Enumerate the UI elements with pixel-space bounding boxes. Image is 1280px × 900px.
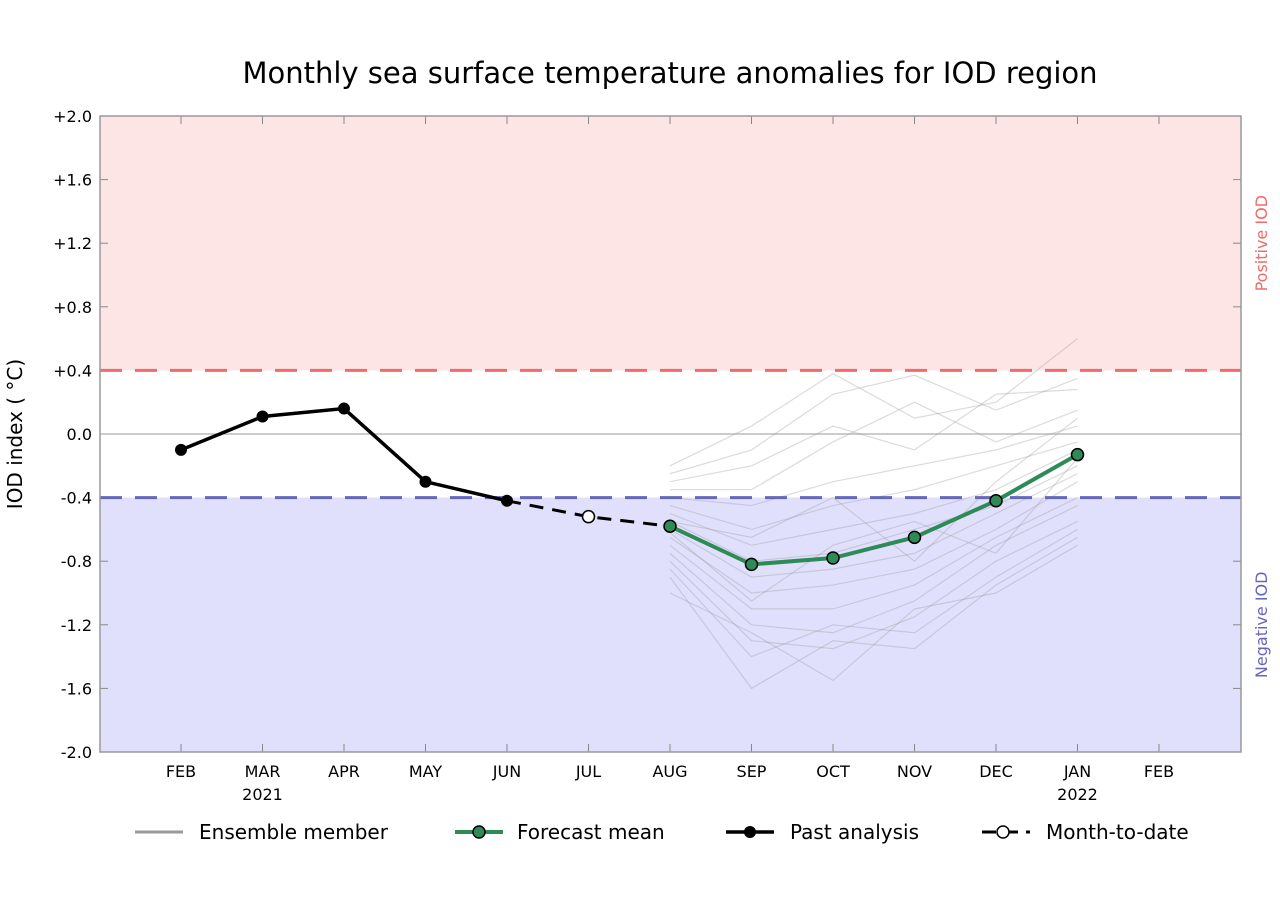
past-analysis-point xyxy=(419,475,432,488)
chart-title: Monthly sea surface temperature anomalie… xyxy=(242,56,1097,90)
forecast-mean-point xyxy=(1070,447,1085,462)
x-tick-label: JUN xyxy=(492,762,521,781)
past-analysis-point xyxy=(501,494,513,507)
x-tick-label: SEP xyxy=(737,762,767,781)
ensemble-member-line xyxy=(669,388,1078,483)
ensemble-member-line xyxy=(669,425,1078,507)
x-tick-label: FEB xyxy=(166,762,196,781)
ensemble-member-line xyxy=(669,505,1078,634)
legend-label-forecast: Forecast mean xyxy=(517,820,665,844)
ensemble-member-line xyxy=(670,401,1078,491)
x-year-label: 2021 xyxy=(242,785,283,804)
legend-label-past: Past analysis xyxy=(790,820,919,844)
negative-iod-label: Negative IOD xyxy=(1252,572,1271,679)
ensemble-member-line xyxy=(669,374,1078,475)
x-tick-label: MAR xyxy=(245,762,281,781)
forecast-mean-point xyxy=(989,494,1003,508)
y-tick-label: -1.6 xyxy=(61,679,92,698)
y-tick-label: +0.8 xyxy=(53,298,92,317)
past-analysis-point xyxy=(338,402,350,415)
y-tick-label: +0.4 xyxy=(53,361,92,380)
x-year-label: 2022 xyxy=(1057,785,1098,804)
past-analysis-point xyxy=(175,443,187,456)
month-to-date-line xyxy=(506,499,671,528)
y-tick-label: +1.2 xyxy=(53,234,92,253)
y-tick-label: -2.0 xyxy=(61,743,92,762)
legend-label-ensemble: Ensemble member xyxy=(199,820,389,844)
legend-label-mtd: Month-to-date xyxy=(1046,820,1189,844)
forecast-mean-point xyxy=(907,530,922,545)
x-tick-label: APR xyxy=(328,762,360,781)
y-axis-label: IOD index ( °C) xyxy=(3,359,27,509)
y-tick-label: +2.0 xyxy=(53,107,92,126)
x-tick-label: OCT xyxy=(816,762,850,781)
past-analysis-line xyxy=(180,406,508,503)
x-tick-label: DEC xyxy=(979,762,1013,781)
forecast-mean-line xyxy=(669,452,1079,567)
ensemble-member-line xyxy=(669,520,1078,650)
plot-frame xyxy=(99,115,1242,753)
positive-iod-label: Positive IOD xyxy=(1252,195,1271,291)
positive-iod-region xyxy=(100,116,1241,371)
past-analysis-point xyxy=(256,410,269,423)
x-tick-label: NOV xyxy=(897,762,932,781)
ensemble-member-line xyxy=(669,544,1078,682)
month-to-date-point xyxy=(581,509,596,524)
x-tick-label: JUL xyxy=(575,762,601,781)
ensemble-member-line xyxy=(669,457,1078,602)
ensemble-member-line xyxy=(669,449,1078,546)
ensemble-member-line xyxy=(669,536,1078,690)
ensemble-member-line xyxy=(669,338,1078,467)
ensemble-member-line xyxy=(669,465,1078,562)
ensemble-member-line xyxy=(669,481,1078,594)
plot-area: +2.0 +1.6 +1.2 +0.8 +0.4 0.0 -0.4 -0.8 -1.2 -1.6 -… xyxy=(53,107,1271,804)
ensemble-member-line xyxy=(669,497,1078,610)
ensemble-member-line xyxy=(669,473,1078,578)
negative-iod-region xyxy=(100,497,1241,752)
forecast-mean-point xyxy=(826,551,840,565)
y-tick-label: +1.6 xyxy=(53,171,92,190)
y-tick-label: 0.0 xyxy=(67,425,92,444)
legend-marker-mtd xyxy=(996,825,1010,839)
forecast-mean-point xyxy=(663,519,677,533)
y-tick-label: -0.4 xyxy=(61,489,92,508)
x-tick-label: MAY xyxy=(409,762,443,781)
x-tick-label: JAN xyxy=(1063,762,1091,781)
legend-marker-forecast xyxy=(472,825,486,839)
y-tick-label: -0.8 xyxy=(61,552,92,571)
forecast-mean-point xyxy=(744,557,759,572)
ensemble-member-line xyxy=(669,528,1078,658)
x-tick-label: AUG xyxy=(652,762,687,781)
legend: Ensemble member Forecast mean Past analy… xyxy=(135,820,1189,844)
legend-marker-past xyxy=(744,826,756,838)
ensemble-member-line xyxy=(669,417,1078,562)
y-tick-label: -1.2 xyxy=(61,616,92,635)
x-tick-label: FEB xyxy=(1144,762,1174,781)
